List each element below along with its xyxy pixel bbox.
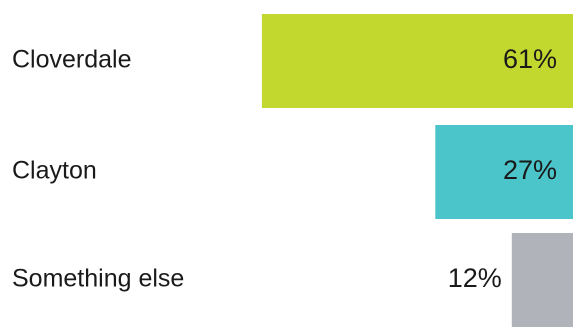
bar-clayton xyxy=(435,125,573,219)
category-label-something-else: Something else xyxy=(12,265,184,293)
bar-cloverdale xyxy=(261,14,573,108)
category-label-cloverdale: Cloverdale xyxy=(12,46,132,74)
value-label-something-else: 12% xyxy=(448,263,502,293)
bar-something-else xyxy=(511,233,573,327)
chart-rows: Cloverdale 61% Clayton 27% Something else 12% xyxy=(12,14,573,327)
category-label-clayton: Clayton xyxy=(12,157,97,185)
value-label-cloverdale: 61% xyxy=(503,44,557,74)
value-label-clayton: 27% xyxy=(503,155,557,185)
